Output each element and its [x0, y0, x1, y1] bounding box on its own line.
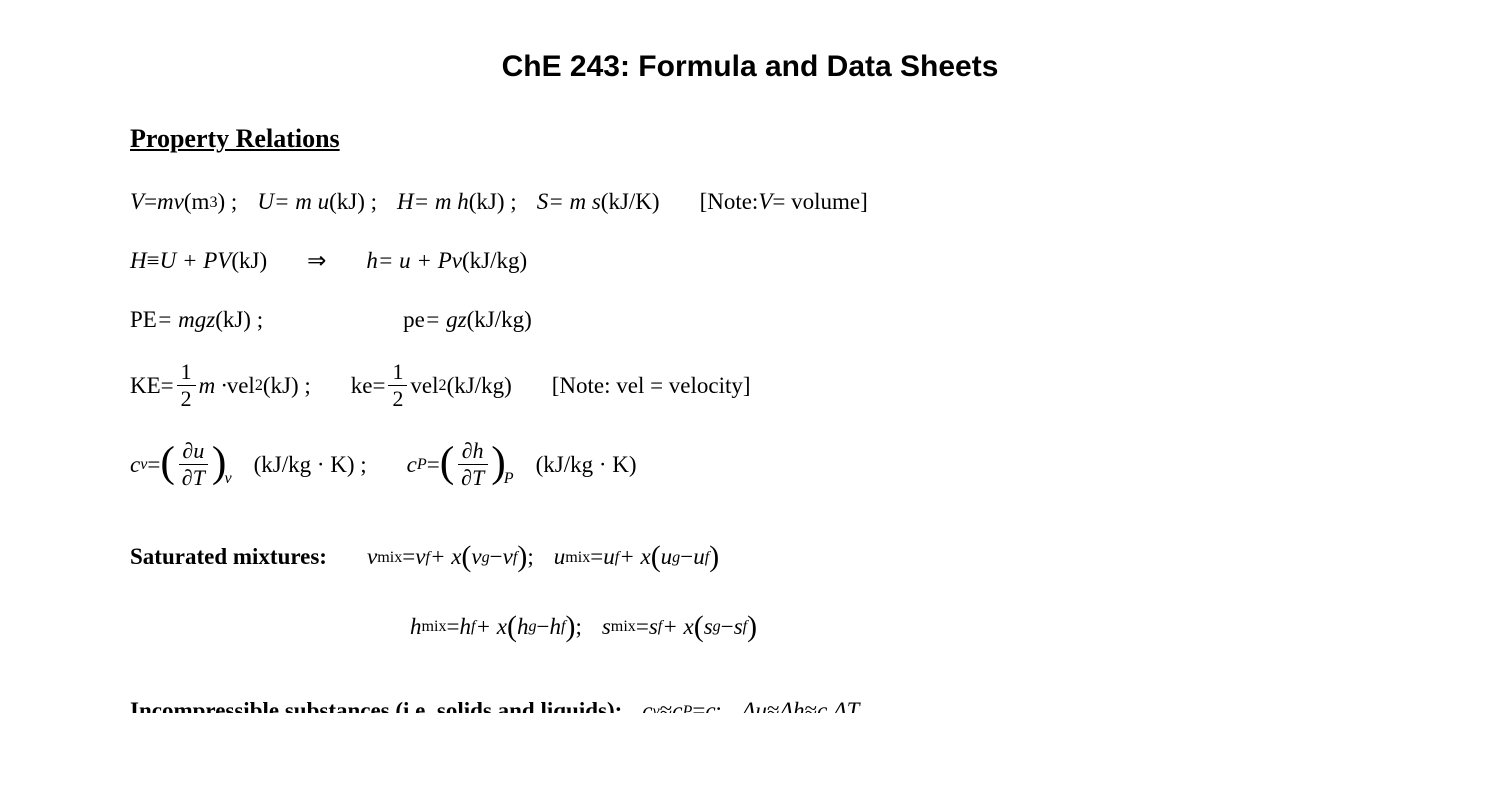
- paren-open-2: (: [440, 445, 455, 480]
- arrow-icon: ⇒: [307, 243, 326, 280]
- paren-open-1: (: [160, 445, 175, 480]
- formula-line-5: cv = ( ∂u∂T )v (kJ/kg · K) ; cP = ( ∂h∂T…: [130, 439, 1370, 490]
- incompressible-label: Incompressible substances (i.e. solids a…: [130, 693, 622, 713]
- formula-line-4: KE = 12 m · vel 2 (kJ) ; ke = 12 vel 2 (…: [130, 360, 1370, 411]
- fraction-half-2: 12: [388, 360, 407, 411]
- saturated-mixtures-label: Saturated mixtures:: [130, 539, 327, 576]
- note-velocity: [Note: vel = velocity]: [552, 368, 751, 405]
- formula-line-2: H ≡ U + PV (kJ) ⇒ h = u + Pv (kJ/kg): [130, 243, 1370, 280]
- var-U: U: [257, 184, 274, 221]
- page-title: ChE 243: Formula and Data Sheets: [130, 50, 1370, 84]
- section-heading: Property Relations: [130, 124, 1370, 154]
- var-S: S: [537, 184, 549, 221]
- formula-line-7: hmix = hf + x(hg − hf) ; smix = sf + x(s…: [130, 603, 1370, 651]
- fraction-half-1: 12: [177, 360, 196, 411]
- partial-dh-dT: ∂h∂T: [457, 439, 488, 490]
- partial-du-dT: ∂u∂T: [178, 439, 209, 490]
- formula-line-8: Incompressible substances (i.e. solids a…: [130, 693, 1370, 713]
- formula-line-1: V = m v (m3) ; U = m u (kJ) ; H = m h (k…: [130, 184, 1370, 221]
- formula-line-6: Saturated mixtures: vmix = vf + x(vg − v…: [130, 533, 1370, 581]
- var-H: H: [397, 184, 414, 221]
- var-V: V: [130, 184, 144, 221]
- formula-line-3: PE = mgz (kJ) ; pe = gz (kJ/kg): [130, 302, 1370, 339]
- note-volume: [Note:: [700, 184, 759, 221]
